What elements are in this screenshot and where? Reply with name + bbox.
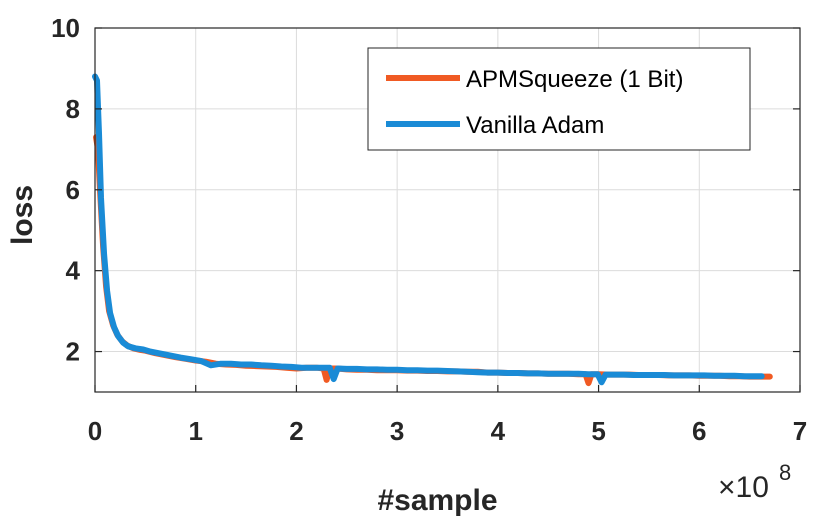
y-tick-label: 2 <box>66 337 80 367</box>
legend-label-vanilla-adam: Vanilla Adam <box>466 112 604 139</box>
legend-label-apmsqueeze: APMSqueeze (1 Bit) <box>466 66 683 93</box>
y-tick-label: 6 <box>66 175 80 205</box>
x-tick-label: 3 <box>390 416 404 446</box>
exponent-power: 8 <box>779 460 791 485</box>
x-tick-label: 2 <box>289 416 303 446</box>
x-tick-label: 7 <box>793 416 807 446</box>
y-tick-label: 8 <box>66 94 80 124</box>
y-tick-label: 4 <box>66 256 81 286</box>
y-axis-ticks: 2 4 6 8 10 <box>51 13 800 367</box>
series-line-apmsqueeze <box>93 134 773 387</box>
axes-box <box>94 27 801 393</box>
plot-lines <box>92 73 773 387</box>
x-tick-label: 0 <box>88 416 102 446</box>
x-axis-label: #sample <box>377 484 497 517</box>
series-line-vanilla-adam <box>92 73 765 386</box>
x-axis-exponent: ×10 8 <box>718 460 791 504</box>
x-tick-label: 6 <box>692 416 706 446</box>
x-axis-ticks: 0 1 2 3 4 5 6 7 <box>88 385 807 446</box>
legend: APMSqueeze (1 Bit) Vanilla Adam <box>367 47 751 151</box>
legend-box <box>367 47 751 151</box>
y-axis-label: loss <box>6 185 39 245</box>
exponent-base: ×10 <box>718 471 769 504</box>
x-tick-label: 1 <box>188 416 202 446</box>
x-tick-label: 4 <box>491 416 506 446</box>
y-tick-label: 10 <box>51 13 80 43</box>
x-tick-label: 5 <box>591 416 605 446</box>
